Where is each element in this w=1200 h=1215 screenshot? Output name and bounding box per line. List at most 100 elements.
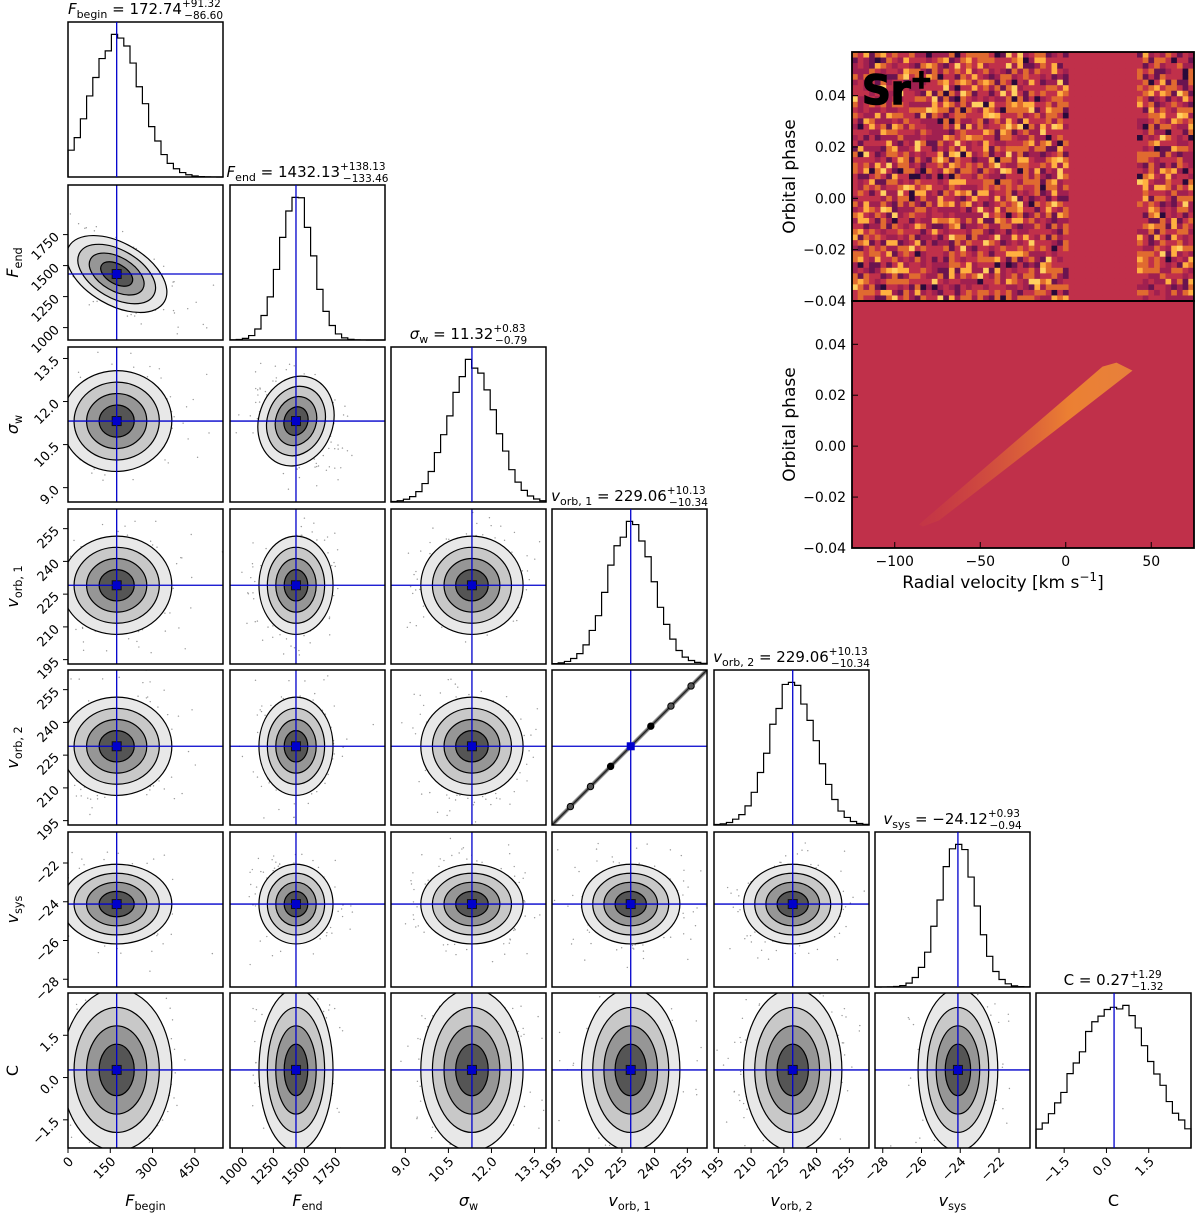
sample-point — [252, 1074, 254, 1076]
sample-point — [620, 947, 623, 949]
sample-point — [275, 380, 277, 382]
sample-point — [65, 925, 66, 926]
sample-point — [422, 616, 425, 618]
sample-point — [93, 468, 95, 470]
sample-point — [299, 695, 301, 697]
sample-point — [536, 708, 539, 710]
sample-point — [461, 848, 463, 850]
sample-point — [407, 552, 410, 554]
panel-content — [391, 509, 546, 664]
sample-point — [513, 875, 516, 877]
median-marker — [467, 581, 476, 590]
sample-point — [419, 588, 421, 591]
sample-point — [326, 536, 329, 538]
sample-point — [322, 454, 324, 457]
sample-point — [70, 1136, 73, 1139]
sample-point — [254, 580, 256, 583]
sample-point — [43, 224, 44, 225]
sample-point — [172, 587, 174, 590]
sample-point — [66, 573, 67, 574]
sample-point — [479, 954, 480, 955]
sample-point — [439, 858, 441, 860]
median-marker — [467, 742, 476, 751]
sample-point — [604, 1144, 607, 1146]
sample-point — [481, 861, 483, 864]
sample-point — [476, 522, 478, 525]
sample-point — [252, 566, 254, 568]
sample-point — [314, 466, 316, 468]
scatter-panel-Fbegin-vsys — [63, 831, 224, 988]
sample-point — [252, 1105, 254, 1107]
sample-point — [275, 789, 277, 791]
sample-point — [164, 459, 166, 461]
sample-point — [191, 576, 193, 579]
sample-point — [114, 343, 115, 344]
sample-point — [156, 934, 158, 937]
sample-point — [516, 778, 518, 781]
sample-point — [277, 968, 278, 969]
sample-point — [293, 647, 296, 649]
sample-point — [134, 520, 136, 522]
sample-point — [162, 265, 165, 267]
sample-point — [36, 756, 37, 757]
sample-point — [495, 797, 498, 799]
sample-point — [863, 890, 865, 892]
sample-point — [637, 1162, 638, 1163]
sample-point — [65, 261, 66, 262]
sample-point — [302, 990, 303, 991]
sample-point — [63, 439, 64, 440]
sample-point — [459, 1186, 460, 1187]
sample-point — [96, 794, 99, 797]
sample-point — [747, 882, 750, 884]
sample-point — [526, 570, 529, 572]
sample-point — [548, 1128, 549, 1129]
sample-point — [346, 982, 347, 983]
sample-point — [376, 791, 377, 792]
sample-point — [173, 1097, 175, 1099]
sample-point — [75, 1003, 78, 1006]
sample-point — [103, 858, 105, 861]
sample-point — [671, 1019, 674, 1022]
sample-point — [131, 862, 134, 865]
sample-point — [167, 462, 169, 464]
sample-point — [326, 931, 328, 934]
median-marker — [112, 900, 121, 909]
sample-point — [620, 980, 621, 981]
sample-point — [599, 996, 601, 998]
sample-point — [63, 890, 64, 891]
median-marker — [467, 900, 476, 909]
sample-point — [296, 468, 298, 470]
sample-point — [85, 227, 87, 229]
sample-point — [152, 858, 155, 860]
sample-point — [332, 594, 335, 597]
sample-point — [293, 862, 295, 864]
sample-point — [419, 694, 421, 697]
sample-point — [512, 1124, 515, 1126]
sample-point — [744, 938, 746, 940]
sample-point — [156, 546, 158, 548]
sample-point — [286, 976, 287, 977]
sample-point — [301, 853, 303, 856]
sample-point — [836, 959, 839, 961]
sample-point — [97, 951, 100, 954]
sample-point — [282, 1152, 283, 1153]
sample-point — [481, 795, 484, 798]
sample-point — [157, 933, 159, 935]
sample-point — [254, 1040, 256, 1043]
sample-point — [413, 693, 415, 696]
sample-point — [251, 868, 254, 871]
sample-point — [351, 454, 353, 457]
histogram-sigmaw: σw = 11.32+0.83 −0.79 — [390, 323, 547, 503]
panel-frame — [390, 669, 547, 826]
scatter-panel-vorb2-vsys — [713, 831, 870, 988]
sample-point — [412, 592, 414, 595]
panel-content — [63, 832, 223, 987]
sample-point — [407, 1045, 409, 1047]
sample-point — [61, 427, 62, 428]
panel-frame — [229, 669, 386, 826]
sample-point — [298, 467, 300, 469]
sample-point — [450, 678, 452, 680]
sample-point — [478, 981, 479, 982]
sample-point — [323, 539, 326, 541]
